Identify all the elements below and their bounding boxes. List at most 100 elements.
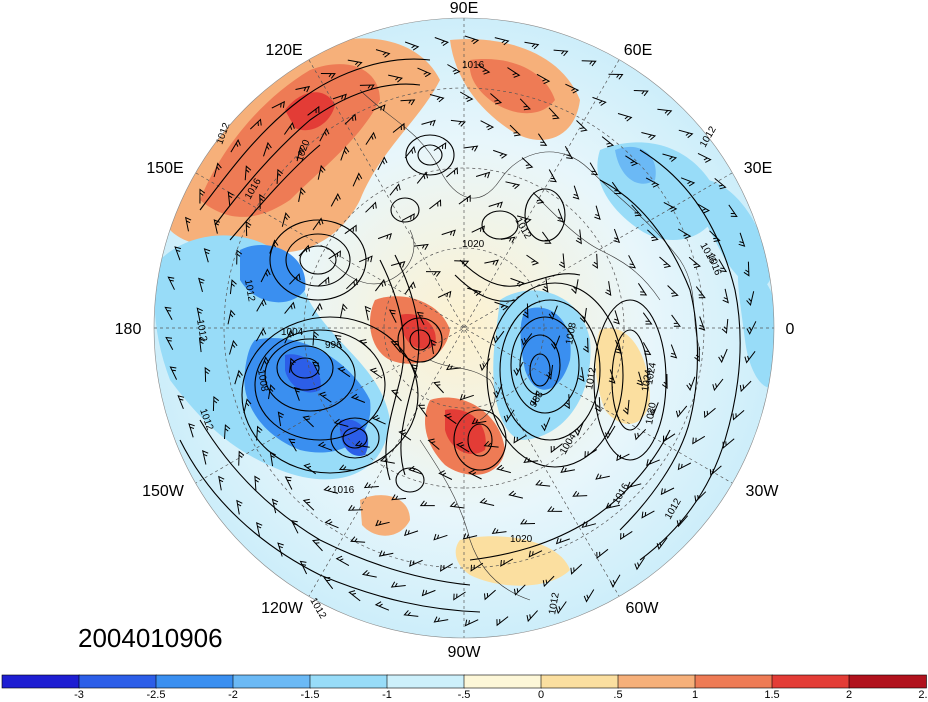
- wind-barb: [324, 518, 339, 529]
- wind-barb: [256, 425, 263, 441]
- wind-barb: [637, 283, 648, 296]
- colorbar-swatch: [386, 674, 465, 689]
- wind-barb: [616, 453, 630, 462]
- wind-barb: [613, 228, 621, 244]
- wind-barb: [320, 73, 336, 79]
- wind-barbs: [164, 35, 757, 627]
- lon-label-90w: 90W: [448, 644, 482, 661]
- wind-barb: [391, 494, 407, 501]
- wind-barb: [254, 475, 261, 491]
- wind-barb: [375, 278, 387, 292]
- colorbar-swatch: [617, 674, 696, 689]
- wind-barb: [546, 364, 554, 380]
- colorbar-tick-label: -2.5: [147, 689, 166, 701]
- lon-label-180: 180: [115, 321, 142, 338]
- wind-barb: [438, 470, 453, 480]
- colorbar-tick-label: 2.5: [918, 689, 928, 701]
- colorbar-swatch: [1, 674, 80, 689]
- wind-barb: [295, 85, 311, 93]
- wind-barb: [555, 537, 570, 545]
- date-stamp: 2004010906: [78, 623, 223, 653]
- wind-barb: [429, 94, 445, 103]
- wind-barb: [626, 481, 642, 489]
- wind-barb: [578, 367, 585, 382]
- wind-barb: [392, 122, 405, 133]
- wind-barb: [169, 366, 178, 380]
- wind-barb: [728, 204, 738, 218]
- wind-barb: [500, 558, 514, 567]
- wind-barb: [633, 90, 649, 97]
- wind-barb: [677, 462, 692, 471]
- wind-barb: [236, 249, 243, 265]
- wind-barb: [564, 146, 574, 160]
- wind-barb: [718, 348, 728, 364]
- wind-barb: [694, 346, 700, 362]
- wind-barb: [213, 162, 222, 178]
- wind-barb: [557, 208, 565, 223]
- lon-label-150w: 150W: [142, 483, 185, 500]
- wind-barb: [608, 73, 624, 80]
- wind-barb: [513, 434, 527, 444]
- wind-barb: [212, 396, 220, 412]
- wind-barb: [433, 533, 448, 541]
- colorbar-tick-label: -1.5: [301, 689, 320, 701]
- wind-barb: [560, 466, 575, 473]
- wind-barb: [471, 417, 487, 425]
- contour-label: 1004: [281, 327, 304, 338]
- wind-barb: [575, 229, 582, 245]
- wind-barb: [550, 443, 563, 454]
- wind-barb: [236, 499, 243, 515]
- wind-barb: [296, 146, 305, 162]
- lon-label-150e: 150E: [146, 160, 183, 177]
- wind-barb: [347, 59, 363, 68]
- wind-barb: [284, 301, 296, 314]
- wind-barb: [199, 188, 206, 204]
- wind-barb: [604, 425, 616, 440]
- wind-barb: [213, 219, 220, 234]
- pressure-contours: [179, 58, 741, 613]
- wind-barb: [312, 302, 323, 317]
- wind-barb: [594, 205, 601, 221]
- wind-barb: [256, 522, 263, 537]
- wind-barb: [722, 288, 729, 304]
- wind-barb: [167, 276, 175, 290]
- wind-barb: [645, 177, 660, 188]
- wind-barb: [404, 529, 419, 537]
- wind-barb: [450, 119, 466, 127]
- wind-barb: [249, 118, 262, 130]
- wind-barb: [503, 409, 515, 423]
- wind-barb: [298, 187, 306, 202]
- wind-barb: [290, 520, 299, 534]
- wind-barb: [718, 259, 728, 273]
- wind-barb: [468, 469, 482, 480]
- colorbar-swatch: [540, 674, 619, 689]
- wind-barb: [358, 255, 373, 263]
- wind-barb: [471, 225, 485, 233]
- wind-barb: [328, 250, 341, 260]
- wind-barb: [634, 557, 646, 571]
- wind-barb: [174, 246, 182, 261]
- wind-barb: [455, 441, 470, 453]
- wind-barb: [628, 255, 637, 269]
- wind-barb: [198, 277, 205, 293]
- wind-barb: [491, 527, 507, 535]
- wind-barb: [548, 169, 557, 183]
- wind-barb: [463, 145, 479, 152]
- wind-barb: [364, 305, 372, 321]
- wind-barb: [541, 417, 551, 432]
- wind-barb: [229, 279, 237, 295]
- wind-barb: [299, 560, 308, 575]
- wind-barb: [403, 610, 419, 617]
- wind-barb: [350, 536, 366, 543]
- wind-barb: [641, 510, 655, 519]
- wind-barb: [340, 146, 350, 161]
- wind-barb: [263, 141, 272, 157]
- wind-barb: [548, 107, 560, 120]
- contour-label: 1020: [462, 239, 485, 250]
- colorbar-swatch: [771, 674, 850, 689]
- wind-barb: [614, 339, 622, 354]
- wind-barb: [570, 563, 583, 575]
- wind-barb: [227, 309, 236, 325]
- wind-barb: [260, 268, 271, 283]
- wind-barb: [238, 450, 245, 466]
